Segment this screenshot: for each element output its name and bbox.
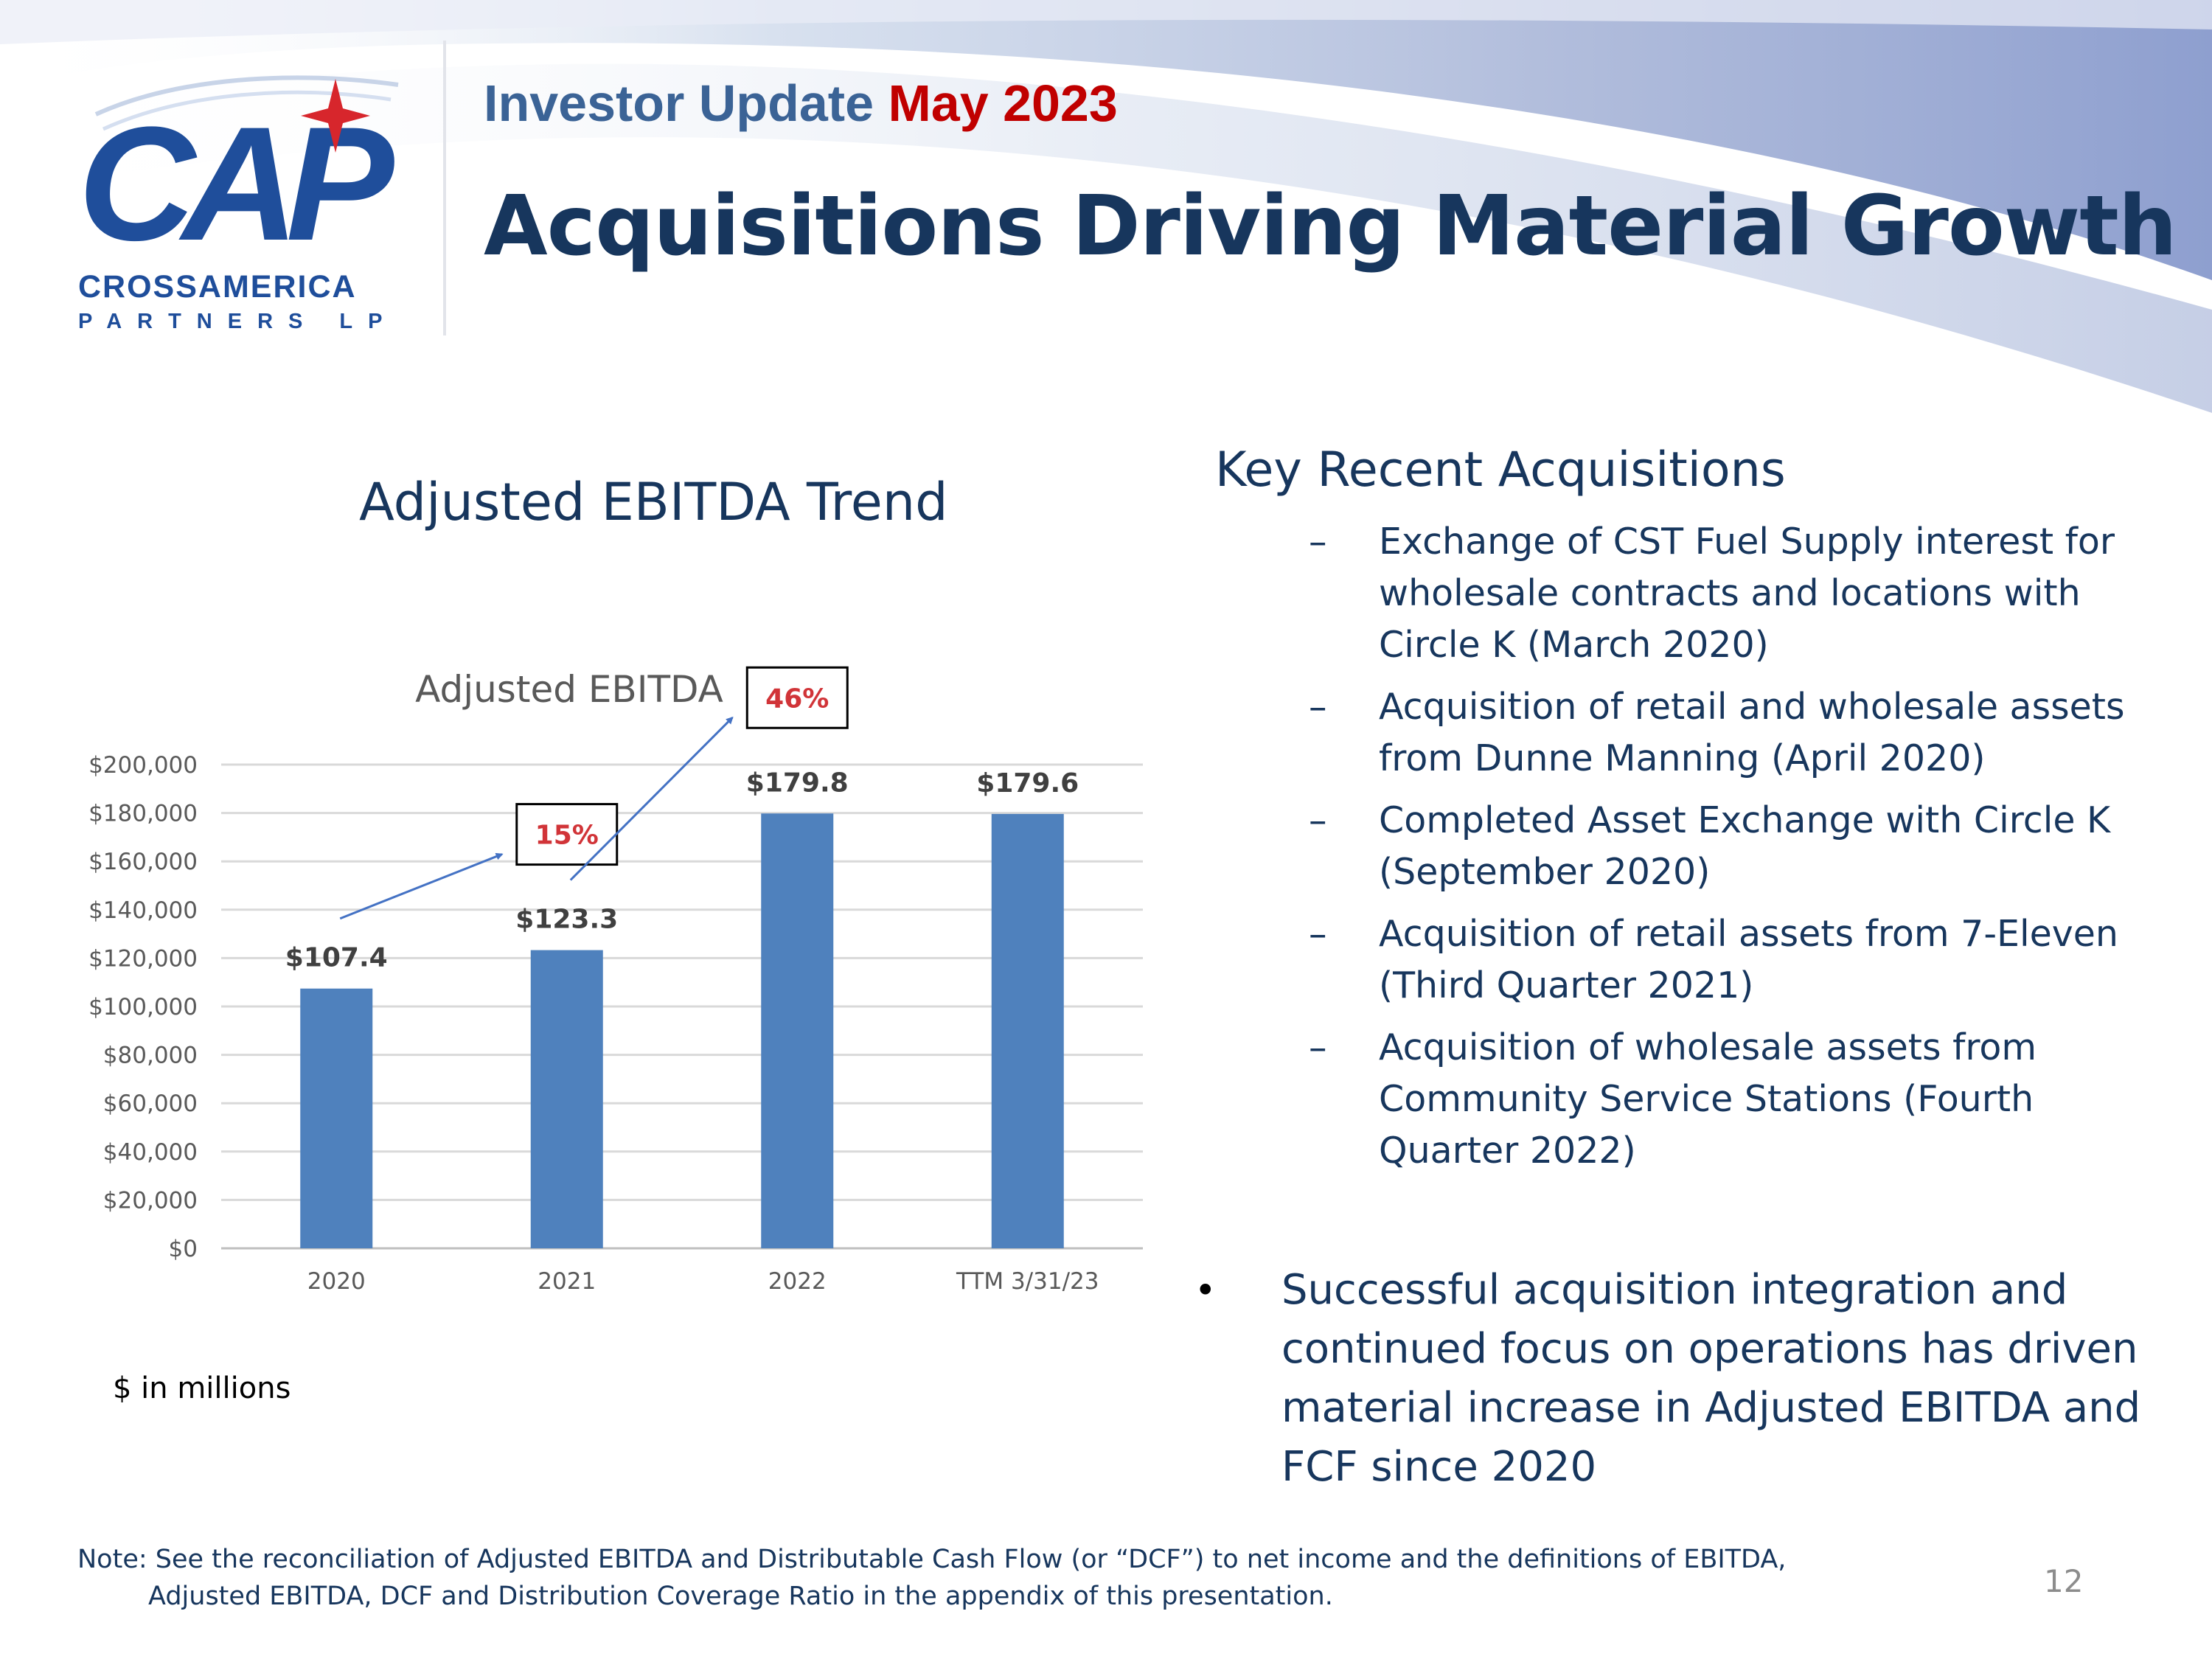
dash-icon: – [1309,521,1327,563]
y-tick-label: $200,000 [88,752,198,779]
y-tick-label: $60,000 [103,1091,198,1117]
data-label: $179.6 [976,768,1079,799]
acquisition-text: Completed Asset Exchange with Circle K (… [1379,799,2111,893]
acquisition-text: Exchange of CST Fuel Supply interest for… [1379,521,2115,666]
growth-box [745,666,849,729]
logo-mark: CAP [78,93,395,274]
growth-arrow [569,716,734,881]
header-divider [443,41,446,335]
acquisition-text: Acquisition of retail assets from 7-Elev… [1379,913,2118,1006]
company-logo-icon: CAP [78,75,408,274]
page-number: 12 [2044,1563,2084,1599]
dash-icon: – [1309,913,1327,955]
acquisitions-heading: Key Recent Acquisitions [1215,442,1786,498]
callout-text: Successful acquisition integration and c… [1281,1266,2141,1491]
y-tick-label: $180,000 [88,801,198,827]
acquisition-text: Acquisition of wholesale assets from Com… [1379,1026,2037,1172]
acquisitions-list: – Exchange of CST Fuel Supply interest fo… [1309,516,2164,1187]
growth-label: 46% [765,684,829,714]
data-label: $123.3 [515,905,618,935]
logo-name: CROSSAMERICA [78,269,357,305]
list-item: – Acquisition of wholesale assets from Co… [1309,1022,2164,1177]
list-item: – Completed Asset Exchange with Circle K … [1309,795,2164,898]
data-label: $107.4 [285,943,388,973]
x-tick-label: 2020 [307,1268,366,1295]
list-item: – Acquisition of retail and wholesale ass… [1309,681,2164,785]
y-tick-label: $40,000 [103,1139,198,1166]
y-tick-label: $120,000 [88,945,198,972]
y-tick-label: $160,000 [88,849,198,875]
chart-section-heading: Adjusted EBITDA Trend [359,472,948,532]
dash-icon: – [1309,686,1327,728]
units-note: $ in millions [113,1371,291,1405]
y-tick-label: $0 [169,1236,198,1262]
bullet-icon: • [1194,1269,1217,1312]
callout: • Successful acquisition integration and… [1194,1261,2153,1497]
growth-arrow [339,852,504,920]
x-tick-label: 2021 [538,1268,596,1295]
footnote-line-1: Note: See the reconciliation of Adjusted… [77,1545,1787,1574]
acquisition-text: Acquisition of retail and wholesale asse… [1379,686,2125,779]
update-prefix: Investor Update [484,74,874,132]
y-tick-label: $100,000 [88,994,198,1020]
logo-subtitle: PARTNERS LP [78,310,398,333]
y-tick-label: $80,000 [103,1043,198,1069]
footnote: Note: See the reconciliation of Adjusted… [77,1541,1786,1615]
data-label: $179.8 [746,768,849,798]
bar [530,950,603,1248]
bar [991,813,1064,1248]
footnote-line-2: Adjusted EBITDA, DCF and Distribution Co… [148,1582,1333,1611]
chart-title: Adjusted EBITDA [415,668,723,711]
x-tick-label: 2022 [768,1268,827,1295]
page-title: Acquisitions Driving Material Growth [484,178,2177,274]
x-tick-label: TTM 3/31/23 [956,1268,1099,1295]
dash-icon: – [1309,799,1327,841]
update-date: May 2023 [888,74,1118,132]
ebitda-bar-chart: $0 $20,000 $40,000 $60,000 $80,000 $100,000 $1… [88,666,1143,1295]
growth-label: 15% [535,821,599,851]
dash-icon: – [1309,1026,1327,1068]
bar [300,988,373,1248]
bar [761,813,834,1248]
list-item: – Acquisition of retail assets from 7-Ele… [1309,908,2164,1012]
update-line: Investor Update May 2023 [484,74,1118,133]
list-item: – Exchange of CST Fuel Supply interest fo… [1309,516,2164,671]
y-tick-label: $140,000 [88,897,198,924]
y-tick-label: $20,000 [103,1187,198,1214]
